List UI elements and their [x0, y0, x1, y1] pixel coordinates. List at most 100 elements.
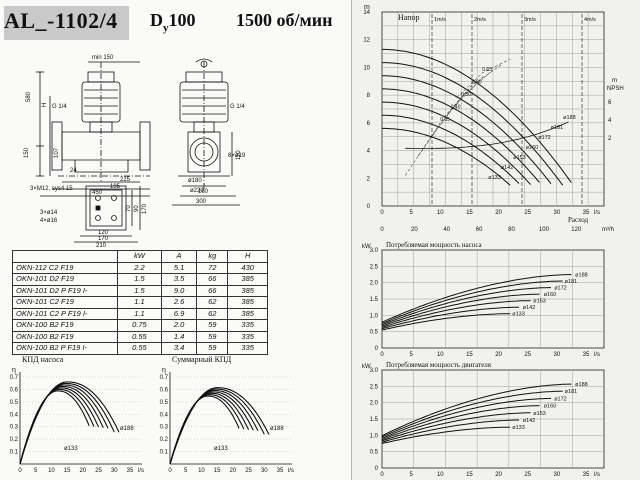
tick-label: 0.1 — [160, 450, 169, 456]
diameter-label: ø133 — [488, 175, 501, 181]
dim-580: 580 — [26, 91, 32, 102]
diameter-label: ø160 — [544, 292, 557, 298]
dim-70: 70 — [126, 205, 132, 212]
tick-label: 4 — [367, 149, 371, 155]
diameter-label: ø160 — [526, 145, 539, 151]
tick-label: 20 — [411, 227, 418, 233]
efficiency-label: 0.60 — [472, 79, 482, 85]
spec-value-cell: 385 — [227, 273, 268, 286]
dim-g14-front: G 1/4 — [52, 104, 67, 110]
spec-table-row: OKN-101 D2 F19 1.5 3.5 66 385 — [12, 273, 268, 286]
diameter-label: ø142 — [523, 418, 536, 424]
tick-label: 8 — [367, 93, 371, 99]
efficiency-label: 0.40 — [451, 104, 461, 110]
dim-225: 225 — [120, 177, 131, 183]
diameter-label: ø172 — [538, 135, 551, 141]
y-axis-label: kW — [362, 364, 371, 370]
dimension-drawing: min 150 580 H G 1/4 150 107 24 450 225 1… — [24, 55, 246, 249]
tick-label: 0 — [375, 346, 379, 352]
spec-model-cell: OKN-100 B2 F19 — [12, 330, 118, 343]
front-view — [36, 61, 151, 197]
tick-label: 0 — [380, 227, 384, 233]
efficiency-label: 0.65 — [482, 67, 492, 73]
spec-value-cell: 385 — [227, 284, 268, 297]
tick-label: 20 — [495, 210, 502, 216]
col-model — [12, 250, 118, 263]
efficiency-label: 0.35 — [440, 117, 450, 123]
efficiency-line — [430, 70, 493, 137]
spec-value-cell: 1.1 — [117, 307, 162, 320]
x-unit-m3h: m³/h — [602, 227, 614, 233]
spec-value-cell: 3.4 — [160, 342, 198, 355]
tick-label: 30 — [261, 468, 268, 474]
dim-170-side: 170 — [142, 203, 148, 214]
curve — [382, 127, 511, 186]
tick-label: 0.4 — [10, 412, 19, 418]
tick-label: 120 — [571, 227, 582, 233]
col-kg: kg — [196, 250, 229, 263]
dim-3d14: 3×ø14 — [40, 210, 58, 216]
tick-label: 10 — [437, 352, 444, 358]
dim-300: 300 — [196, 199, 207, 205]
spec-value-cell: 335 — [227, 319, 268, 332]
tick-label: 0.6 — [160, 387, 169, 393]
tick-label: 35 — [583, 210, 590, 216]
curve — [382, 88, 540, 183]
spec-value-cell: 2.0 — [160, 319, 198, 332]
diameter-label: ø172 — [554, 396, 567, 402]
tick-label: 5 — [184, 468, 188, 474]
curve — [381, 419, 519, 443]
col-kw: kW — [117, 250, 162, 263]
efficiency-line — [443, 64, 502, 118]
spec-value-cell: 1.1 — [117, 296, 162, 309]
efficiency-charts: КПД насоса η 0.1 0.2 0.3 0.4 0.5 0.6 0.7 0 5 10 15 20… — [10, 355, 294, 474]
tick-label: 0 — [380, 210, 384, 216]
tick-label: 0.6 — [10, 387, 19, 393]
spec-model-cell: OKN-112 C2 F19 — [12, 261, 118, 274]
tick-label: 30 — [554, 352, 561, 358]
tick-label: 20 — [495, 472, 502, 478]
spec-value-cell: 2.2 — [117, 261, 162, 274]
tick-label: 12 — [363, 38, 370, 44]
tick-label: 1.0 — [370, 433, 379, 439]
tick-label: 20 — [80, 468, 87, 474]
curve — [382, 62, 564, 186]
tick-label: 0 — [380, 472, 384, 478]
spec-model-cell: OKN-101 C2 F19 — [12, 296, 118, 309]
tick-label: 35 — [127, 468, 134, 474]
tick-label: 25 — [524, 210, 531, 216]
dim-120: 120 — [98, 230, 109, 236]
spec-table-row: OKN-100 B2 F19 0.55 1.4 59 335 — [12, 330, 268, 343]
curve — [381, 390, 563, 438]
curve — [381, 293, 540, 327]
x-unit: l/s — [288, 468, 294, 474]
velocity-label: 2m/s — [474, 17, 486, 23]
spec-table-row: OKN-100 B2 F19 0.75 2.0 59 335 — [12, 319, 268, 332]
tick-label: 20 — [495, 352, 502, 358]
spec-value-cell: 9.0 — [160, 284, 198, 297]
dim-450: 450 — [92, 190, 103, 196]
dim-4d16: 4×ø16 — [40, 218, 58, 224]
diameter-label: ø133 — [64, 446, 78, 452]
tick-label: 0.3 — [10, 425, 19, 431]
diameter-label: ø153 — [533, 299, 546, 305]
curve — [381, 306, 519, 330]
curve — [169, 387, 270, 465]
rotation-speed: 1500 об/мин — [236, 10, 333, 30]
tick-label: 35 — [277, 468, 284, 474]
tick-label: 20 — [230, 468, 237, 474]
tick-label: 14 — [363, 10, 370, 16]
diameter-label: ø188 — [120, 426, 134, 432]
curve — [381, 412, 531, 442]
y-axis-label: η — [12, 367, 16, 374]
diameter-label: ø188 — [575, 273, 588, 279]
tick-label: 2 — [367, 176, 371, 182]
curve — [381, 397, 552, 439]
diameter-label: ø181 — [565, 389, 578, 395]
spec-value-cell: 66 — [196, 284, 229, 297]
diameter-label: ø153 — [533, 411, 546, 417]
pump-power-chart: Потребляемая мощность насоса kW 0 0.5 1.0 1.5… — [362, 241, 605, 358]
x-unit: l/s — [594, 210, 600, 216]
col-h: H — [227, 250, 268, 263]
dim-h: H — [42, 103, 48, 107]
